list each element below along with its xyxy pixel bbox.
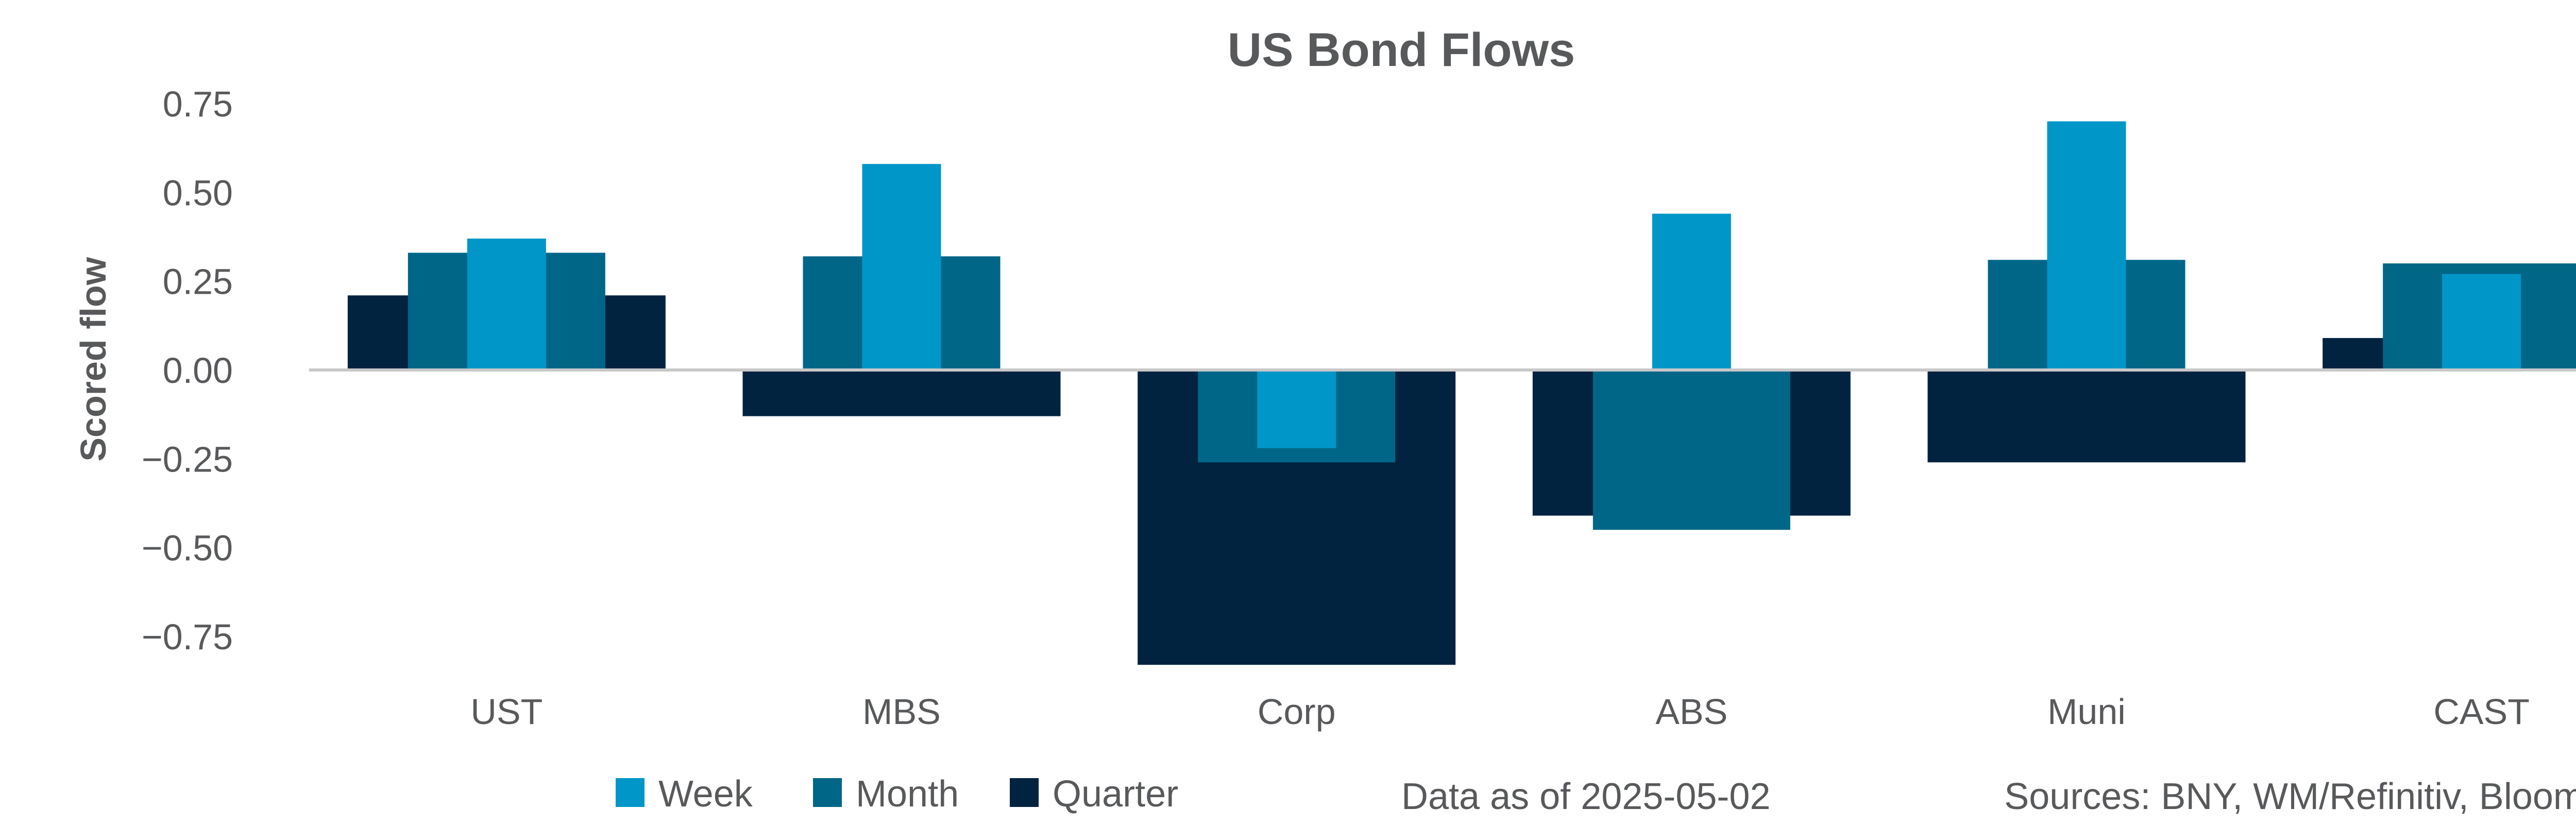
legend-label: Month: [856, 773, 959, 815]
bar-group-ust: [347, 238, 666, 370]
y-tick-label: 0.25: [163, 262, 233, 302]
x-category-label: ABS: [1655, 692, 1727, 732]
bar-quarter-muni: [1927, 370, 2246, 463]
sources-note: Sources: BNY, WM/Refinitiv, Bloomberg: [2004, 776, 2576, 817]
y-tick-label: −0.75: [142, 617, 233, 657]
x-category-label: MBS: [862, 692, 941, 732]
bar-group-mbs: [742, 164, 1061, 416]
x-category-label: Corp: [1258, 692, 1336, 732]
x-category-label: UST: [470, 692, 543, 732]
x-category-label: Muni: [2047, 692, 2126, 732]
legend-label: Quarter: [1053, 773, 1178, 815]
y-axis-label: Scored flow: [73, 257, 113, 461]
legend-swatch: [813, 778, 842, 807]
legend-swatch: [616, 778, 645, 807]
bars-layer: [347, 121, 2576, 665]
bar-week-mbs: [862, 164, 941, 370]
chart-title: US Bond Flows: [1228, 24, 1575, 76]
legend-item-week: Week: [616, 773, 753, 815]
legend-item-month: Month: [813, 773, 959, 815]
x-category-label: CAST: [2433, 692, 2530, 732]
x-axis-categories: UST MBS Corp ABS Muni CAST: [470, 692, 2530, 732]
bar-group-corp: [1138, 370, 1456, 665]
bar-week-corp: [1257, 370, 1336, 448]
y-tick-label: 0.50: [163, 173, 233, 213]
bar-group-abs: [1532, 213, 1851, 530]
y-tick-label: 0.00: [163, 350, 233, 391]
legend: Week Month Quarter: [616, 773, 1178, 815]
bar-week-abs: [1652, 213, 1731, 370]
bar-quarter-mbs: [742, 370, 1061, 416]
legend-label: Week: [658, 773, 753, 815]
y-tick-label: −0.25: [142, 439, 233, 479]
y-tick-label: 0.75: [163, 84, 233, 124]
legend-item-quarter: Quarter: [1010, 773, 1178, 815]
bar-group-cast: [2323, 263, 2576, 370]
bar-week-muni: [2047, 121, 2126, 370]
bar-week-ust: [467, 238, 546, 370]
y-axis-ticks: 0.75 0.50 0.25 0.00 −0.25 −0.50 −0.75: [142, 84, 233, 657]
bar-group-muni: [1927, 121, 2246, 463]
y-tick-label: −0.50: [142, 528, 233, 568]
bar-week-cast: [2442, 274, 2521, 370]
bar-month-abs: [1592, 370, 1790, 530]
data-as-of-note: Data as of 2025-05-02: [1401, 776, 1770, 817]
legend-swatch: [1010, 778, 1039, 807]
